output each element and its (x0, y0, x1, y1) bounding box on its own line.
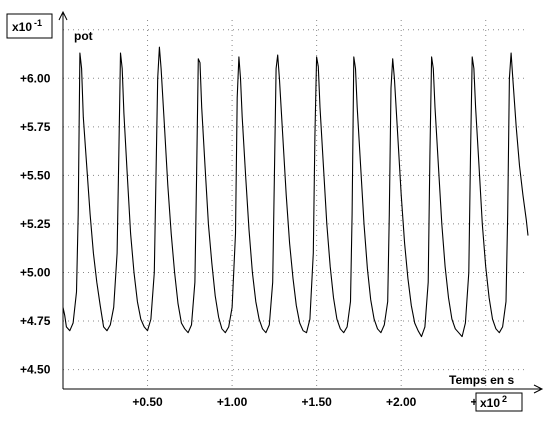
axes (58, 10, 544, 394)
y-tick-labels: +4.50+4.75+5.00+5.25+5.50+5.75+6.00+6.25 (20, 23, 51, 377)
y-tick-label: +4.75 (20, 314, 51, 328)
y-axis-arrow (58, 10, 68, 21)
svg-text:x10-1: x10 -1 (12, 18, 42, 34)
y-tick-label: +5.50 (20, 168, 51, 182)
y-axis-label: pot (74, 29, 93, 43)
x-scale-label: x10 (480, 396, 500, 410)
y-scale-label: x10 (12, 20, 32, 34)
x-scale-box: x10 2 (475, 392, 523, 412)
grid (63, 20, 528, 389)
y-scale-exponent: -1 (34, 18, 42, 28)
x-axis-arrow (533, 384, 544, 394)
y-tick-label: +6.00 (20, 71, 51, 85)
x-tick-label: +0.50 (132, 395, 163, 409)
y-tick-label: +5.25 (20, 217, 51, 231)
y-scale-box: x10 -1 (6, 13, 53, 39)
x-tick-label: +1.50 (301, 395, 332, 409)
y-tick-label: +5.75 (20, 120, 51, 134)
x-tick-labels: +0.50+1.00+1.50+2.00+2.50 (132, 395, 501, 409)
x-scale-exponent: 2 (502, 394, 507, 404)
x-tick-label: +2.00 (386, 395, 417, 409)
x-tick-label: +1.00 (217, 395, 248, 409)
series-line (62, 46, 529, 338)
x-axis-label: Temps en s (449, 373, 514, 387)
series-group (62, 46, 529, 338)
y-tick-label: +5.00 (20, 265, 51, 279)
y-tick-label: +4.50 (20, 363, 51, 377)
